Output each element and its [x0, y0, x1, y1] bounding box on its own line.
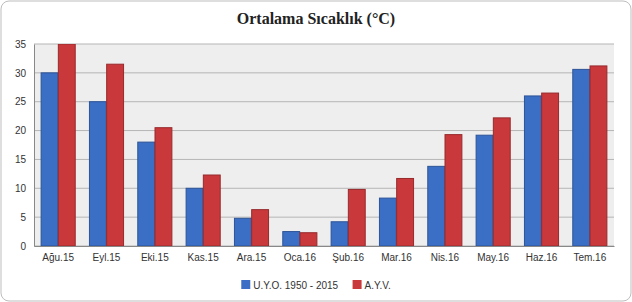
- x-tick-label: Eyl.15: [93, 252, 121, 263]
- y-tick: 0: [20, 241, 34, 252]
- bar: [397, 178, 414, 246]
- bar: [542, 93, 559, 246]
- bar: [186, 188, 203, 246]
- bar: [331, 222, 348, 246]
- x-tick-label: Tem.16: [573, 252, 606, 263]
- legend-swatch: [241, 280, 250, 289]
- bars: [41, 44, 607, 246]
- bar: [107, 64, 124, 246]
- y-tick-label: 5: [20, 212, 26, 223]
- y-tick: 35: [15, 39, 34, 50]
- bar: [89, 102, 106, 246]
- bar: [41, 73, 58, 246]
- x-tick: May.16: [477, 246, 509, 263]
- y-tick-label: 25: [15, 96, 27, 107]
- bar: [493, 118, 510, 246]
- bar: [283, 232, 300, 246]
- legend: U.Y.O. 1950 - 2015 A.Y.V.: [241, 280, 390, 291]
- bar: [524, 96, 541, 246]
- y-tick: 25: [15, 96, 34, 107]
- x-tick-label: Nis.16: [431, 252, 460, 263]
- chart-frame: [1, 1, 631, 301]
- y-tick: 30: [15, 68, 34, 79]
- x-tick-label: Şub.16: [332, 252, 364, 263]
- legend-item: A.Y.V.: [353, 280, 391, 291]
- legend-label: U.Y.O. 1950 - 2015: [253, 280, 338, 291]
- bar: [203, 175, 220, 246]
- legend-swatch: [353, 280, 362, 289]
- y-tick-label: 10: [15, 183, 27, 194]
- y-tick: 5: [20, 212, 34, 223]
- bar: [300, 233, 317, 246]
- series-bars: [58, 44, 607, 246]
- x-tick: Haz.16: [526, 246, 558, 263]
- legend-label: A.Y.V.: [365, 280, 391, 291]
- y-tick: 15: [15, 154, 34, 165]
- y-tick-label: 0: [20, 241, 26, 252]
- bar: [58, 44, 75, 246]
- bar: [138, 142, 155, 246]
- y-tick-label: 35: [15, 39, 27, 50]
- bar: [379, 198, 396, 246]
- x-tick: Şub.16: [332, 246, 364, 263]
- y-tick: 20: [15, 125, 34, 136]
- x-tick: Kas.15: [188, 246, 220, 263]
- bar: [348, 189, 365, 246]
- title: Ortalama Sıcaklık (°C): [237, 10, 395, 28]
- y-axis: 0 5 10 15 20 25 30 35: [15, 39, 35, 252]
- plot-background: [34, 44, 614, 246]
- grid-line: [34, 44, 614, 45]
- x-axis-line: [35, 246, 615, 247]
- x-tick: Ağu.15: [42, 246, 74, 263]
- x-tick-label: May.16: [477, 252, 509, 263]
- x-axis: Ağu.15 Eyl.15 Eki.15 Kas.15 Ara.15 Oca.16 Şub.…: [35, 246, 615, 263]
- x-tick-label: Eki.15: [141, 252, 169, 263]
- x-tick: Mar.16: [381, 246, 412, 263]
- grid: [34, 44, 614, 246]
- x-tick-label: Kas.15: [188, 252, 220, 263]
- bar: [234, 218, 251, 246]
- bar: [428, 166, 445, 246]
- x-tick-label: Ara.15: [237, 252, 267, 263]
- y-tick-label: 15: [15, 154, 27, 165]
- y-tick-label: 30: [15, 68, 27, 79]
- x-tick: Oca.16: [284, 246, 317, 263]
- x-tick-label: Oca.16: [284, 252, 317, 263]
- x-tick-label: Mar.16: [381, 252, 412, 263]
- x-tick: Eyl.15: [93, 246, 121, 263]
- bar: [573, 69, 590, 246]
- y-tick-label: 20: [15, 125, 27, 136]
- y-axis-line: [34, 45, 35, 247]
- bar: [155, 128, 172, 246]
- y-tick: 10: [15, 183, 34, 194]
- bar: [252, 210, 269, 246]
- chart: Ortalama Sıcaklık (°C) 0 5 10 15 20 25 30 35 Ağu.…: [0, 0, 632, 302]
- x-tick: Eki.15: [141, 246, 169, 263]
- plot: 0 5 10 15 20 25 30 35 Ağu.15 Eyl.15 Eki.15 Kas.15 Ar…: [15, 39, 615, 263]
- legend-item: U.Y.O. 1950 - 2015: [241, 280, 338, 291]
- bar: [476, 135, 493, 246]
- x-tick: Ara.15: [237, 246, 267, 263]
- x-tick-label: Ağu.15: [42, 252, 74, 263]
- bar: [590, 66, 607, 246]
- x-tick-label: Haz.16: [526, 252, 558, 263]
- x-tick: Tem.16: [573, 246, 606, 263]
- bar: [445, 135, 462, 246]
- x-tick: Nis.16: [431, 246, 460, 263]
